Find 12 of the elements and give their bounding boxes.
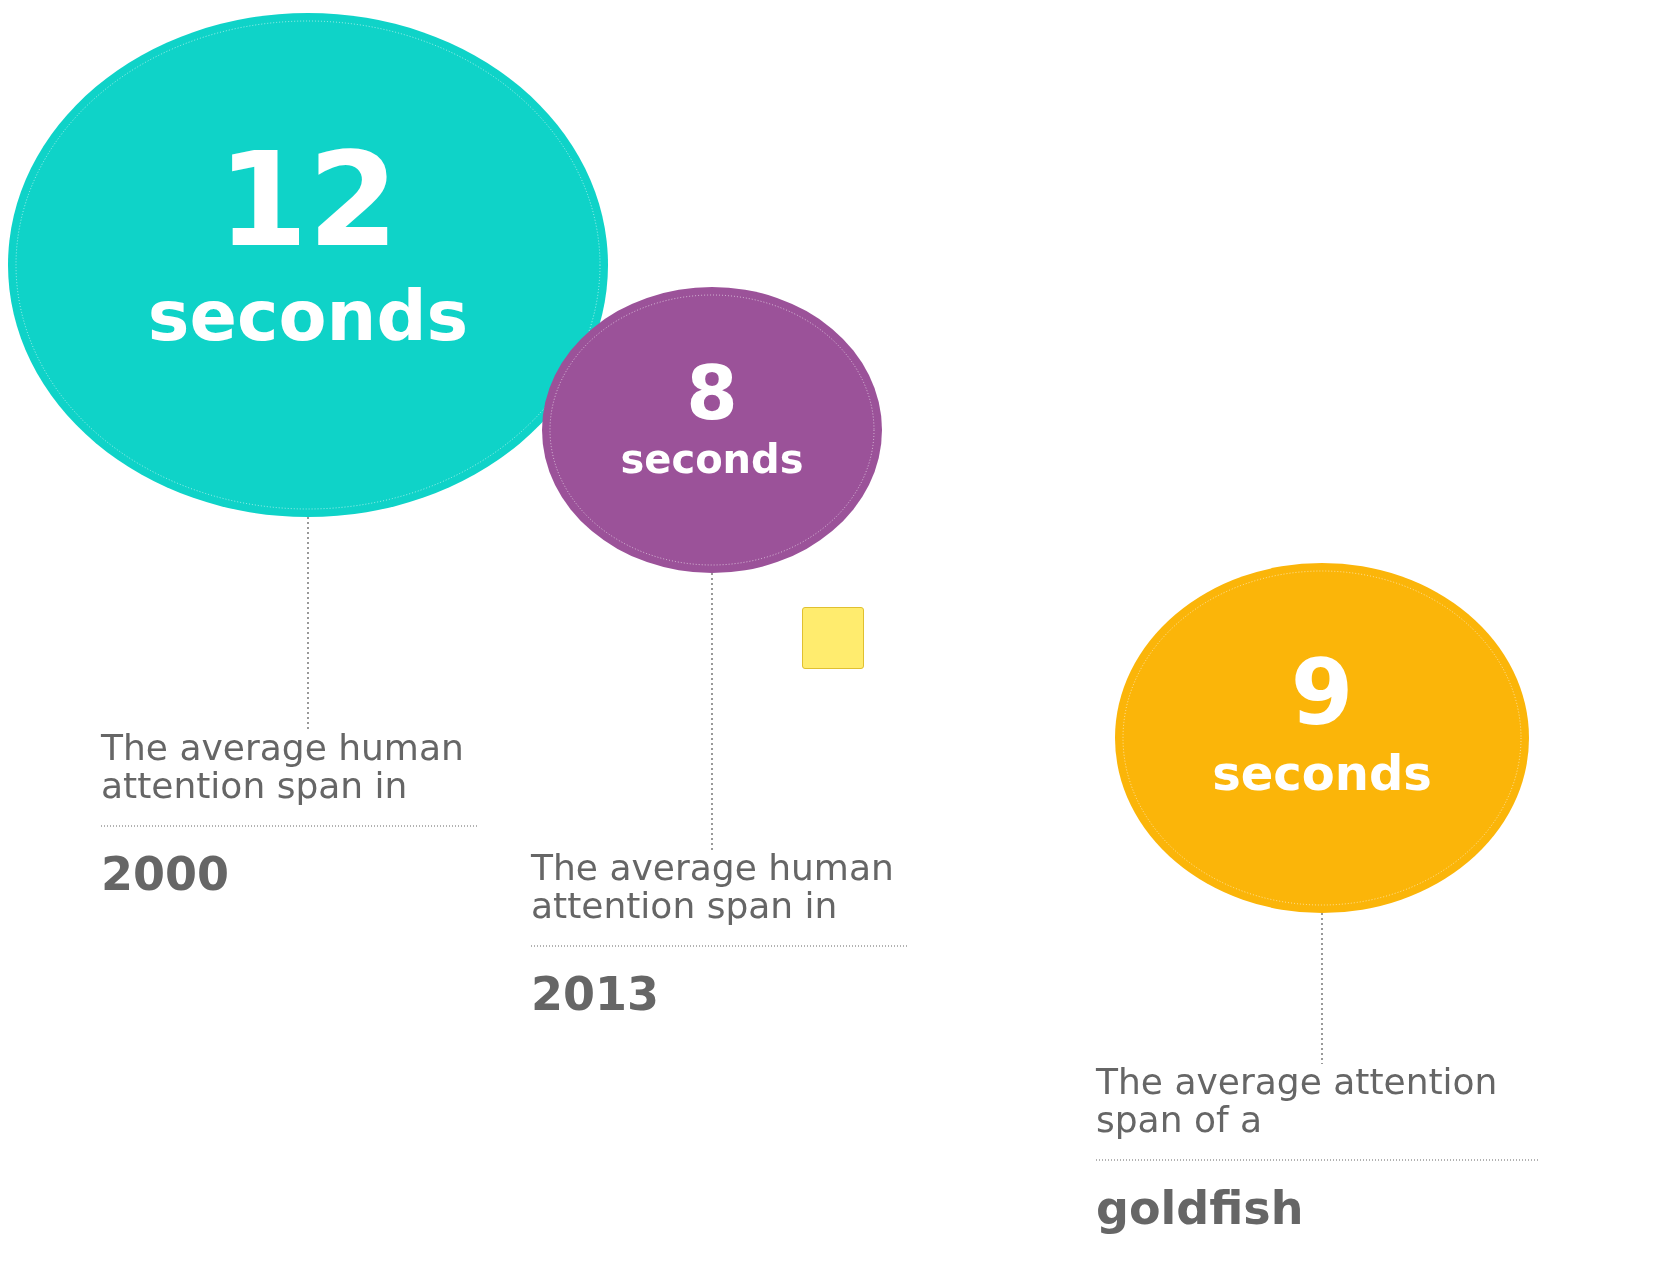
data-label: 9 (1290, 640, 1354, 746)
category-label: 2000 (101, 847, 230, 901)
data-label: 12 (217, 124, 399, 276)
text: The average human attention span in (530, 847, 894, 926)
text: The average human attention span in (100, 727, 464, 806)
text: seconds (1212, 744, 1432, 801)
text: seconds (147, 275, 469, 357)
category-label: 2013 (531, 967, 660, 1021)
text: The average attention span of a (1095, 1061, 1498, 1140)
text: seconds (620, 435, 804, 482)
data-label: 8 (686, 349, 738, 436)
category-label: goldfish (1096, 1181, 1304, 1235)
